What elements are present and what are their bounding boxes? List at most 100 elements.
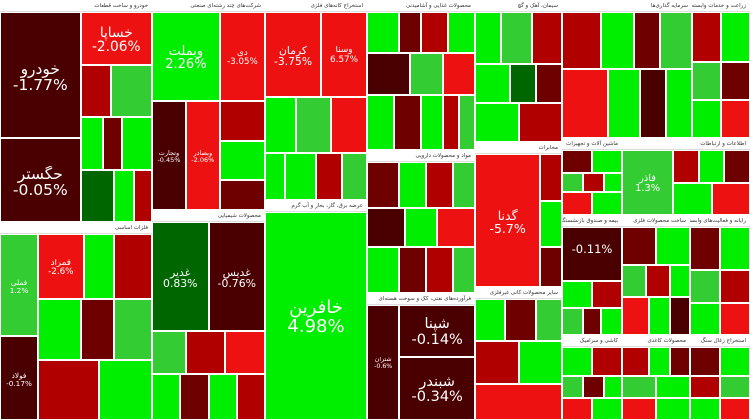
stock-tile[interactable] <box>442 53 475 95</box>
stock-tile[interactable] <box>666 68 692 138</box>
stock-tile[interactable] <box>421 94 443 150</box>
stock-tile[interactable] <box>535 299 562 342</box>
stock-tile[interactable] <box>367 162 400 208</box>
stock-tile[interactable] <box>404 207 438 248</box>
stock-tile[interactable] <box>690 398 720 420</box>
stock-tile[interactable] <box>669 264 690 298</box>
stock-tile[interactable] <box>475 12 502 64</box>
stock-tile[interactable] <box>152 374 181 420</box>
stock-tile[interactable] <box>80 169 114 222</box>
sector-title[interactable]: محصولات غذایی و آشامیدنی <box>367 0 475 12</box>
stock-tile[interactable] <box>98 360 152 420</box>
stock-tile[interactable] <box>103 117 122 170</box>
stock-tile[interactable] <box>607 68 640 138</box>
stock-tile[interactable] <box>421 12 448 54</box>
stock-tile[interactable]: شبندر -0.34% <box>399 356 475 420</box>
sector-title[interactable]: رایانه و فعالیت‌های وابسته <box>690 215 750 227</box>
sector-title[interactable]: بیمه و صندوق بازنشستگی <box>562 215 622 227</box>
stock-tile[interactable] <box>583 376 604 399</box>
stock-tile[interactable] <box>453 162 475 208</box>
stock-tile[interactable] <box>367 12 400 54</box>
sector-title[interactable]: استخراج کانه‌های فلزی <box>265 0 367 12</box>
stock-tile[interactable] <box>673 182 712 215</box>
stock-tile[interactable] <box>592 192 622 215</box>
stock-tile[interactable] <box>399 162 427 208</box>
stock-tile[interactable] <box>367 94 394 150</box>
stock-tile[interactable] <box>622 347 650 377</box>
stock-tile[interactable] <box>721 62 750 101</box>
stock-tile[interactable] <box>442 94 459 150</box>
stock-tile[interactable] <box>720 227 750 271</box>
stock-tile[interactable] <box>509 64 536 103</box>
stock-tile[interactable] <box>656 376 690 399</box>
stock-tile[interactable] <box>114 169 134 222</box>
stock-tile[interactable] <box>152 330 186 375</box>
stock-tile[interactable] <box>604 376 622 399</box>
stock-tile[interactable] <box>711 182 750 215</box>
stock-tile[interactable] <box>437 207 475 248</box>
stock-tile[interactable] <box>367 207 405 248</box>
sector-title[interactable]: سرمایه گذاری‌ها <box>562 0 692 12</box>
sector-title[interactable]: محصولات کاغذی <box>622 335 690 347</box>
stock-tile[interactable] <box>80 117 104 170</box>
stock-tile[interactable] <box>562 281 592 308</box>
stock-tile[interactable]: گدنا -5.7% <box>475 154 541 287</box>
stock-tile[interactable] <box>562 347 592 377</box>
stock-tile[interactable] <box>656 227 690 265</box>
stock-tile[interactable]: غدیس -0.76% <box>208 222 265 331</box>
stock-tile[interactable] <box>475 383 562 420</box>
stock-tile[interactable] <box>673 150 699 183</box>
stock-tile[interactable] <box>721 100 750 138</box>
stock-tile[interactable] <box>640 68 666 138</box>
stock-tile[interactable]: شتران -0.6% <box>367 305 400 420</box>
sector-title[interactable]: ساخت محصولات فلزی <box>622 215 690 227</box>
stock-tile[interactable] <box>583 172 604 193</box>
stock-tile[interactable] <box>331 96 367 153</box>
stock-tile[interactable] <box>133 169 152 222</box>
stock-tile[interactable] <box>367 53 411 95</box>
stock-tile[interactable] <box>501 12 532 64</box>
sector-title[interactable]: زراعت و خدمات وابسته <box>692 0 750 12</box>
sector-title[interactable]: سایر محصولات کانی غیرفلزی <box>475 287 562 299</box>
stock-tile[interactable] <box>38 360 99 420</box>
stock-tile[interactable] <box>562 12 601 69</box>
stock-tile[interactable] <box>426 162 454 208</box>
stock-tile[interactable]: غدیر 0.83% <box>152 222 209 331</box>
sector-title[interactable]: فلزات اساسی <box>0 222 152 234</box>
stock-tile[interactable] <box>720 398 750 420</box>
stock-tile[interactable] <box>236 374 265 420</box>
stock-tile[interactable] <box>698 150 725 183</box>
sector-title[interactable]: اطلاعات و ارتباطات <box>622 138 750 150</box>
stock-tile[interactable] <box>426 247 454 293</box>
stock-tile[interactable] <box>656 398 690 420</box>
stock-tile[interactable] <box>562 192 592 215</box>
stock-tile[interactable] <box>583 308 601 335</box>
stock-tile[interactable] <box>690 227 720 271</box>
stock-tile[interactable] <box>399 12 421 54</box>
stock-tile[interactable] <box>604 172 622 193</box>
sector-title[interactable]: محصولات شیمیایی <box>152 210 265 222</box>
stock-tile[interactable] <box>592 150 622 173</box>
stock-tile[interactable] <box>562 172 583 193</box>
stock-tile[interactable] <box>475 64 510 103</box>
stock-tile[interactable] <box>265 96 296 153</box>
sector-title[interactable]: شرکت‌های چند رشته‌ای صنعتی <box>152 0 265 12</box>
stock-tile[interactable] <box>453 247 475 293</box>
stock-tile[interactable] <box>669 347 690 377</box>
stock-tile[interactable] <box>669 297 690 335</box>
stock-tile[interactable] <box>601 308 622 335</box>
stock-tile[interactable] <box>475 341 519 384</box>
stock-tile[interactable] <box>518 103 562 142</box>
sector-title[interactable]: کاشی و سرامیک <box>562 335 622 347</box>
stock-tile[interactable]: دی -3.05% <box>219 12 265 102</box>
stock-tile[interactable] <box>690 376 720 399</box>
stock-tile[interactable] <box>622 297 650 335</box>
stock-tile[interactable] <box>690 302 720 335</box>
stock-tile[interactable] <box>458 94 475 150</box>
stock-tile[interactable]: شپنا -0.14% <box>399 305 475 357</box>
stock-tile[interactable] <box>399 247 427 293</box>
stock-tile[interactable] <box>518 341 562 384</box>
stock-tile[interactable]: وتجارت -0.45% <box>152 101 186 210</box>
sector-title[interactable]: سیمان، آهک و گچ <box>475 0 562 12</box>
stock-tile[interactable]: -0.11% <box>562 227 622 281</box>
